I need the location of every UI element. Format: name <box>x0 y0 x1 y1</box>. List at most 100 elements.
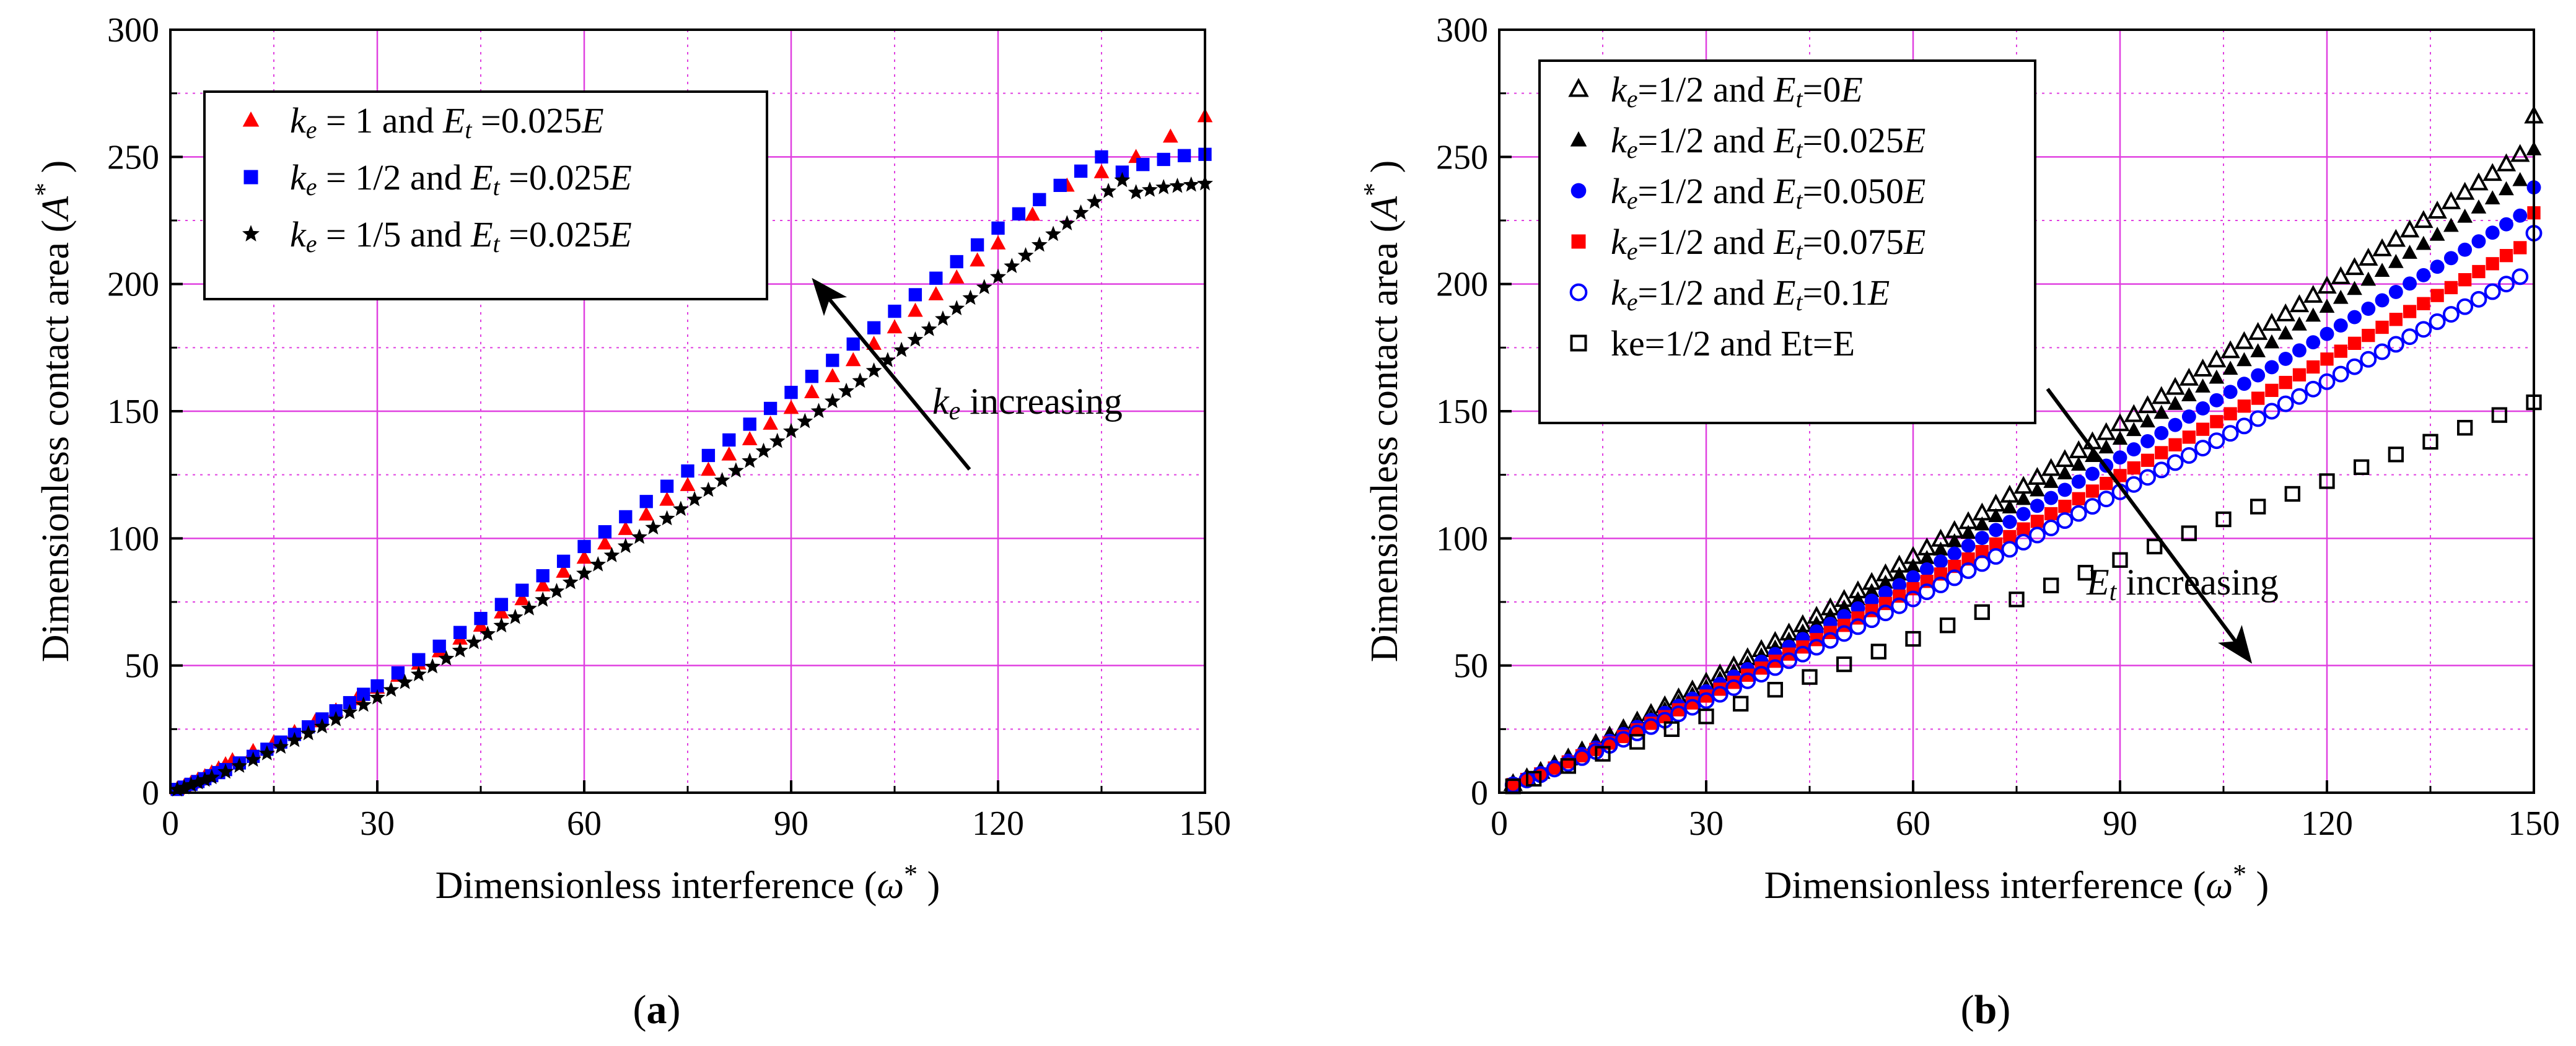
legend-marker <box>243 170 258 185</box>
data-point <box>1794 645 1812 663</box>
data-point <box>2112 552 2128 568</box>
data-point <box>2443 251 2458 266</box>
data-point <box>1932 577 1949 593</box>
data-point <box>2072 492 2085 505</box>
legend-marker <box>1571 183 1587 199</box>
data-point <box>2140 434 2155 448</box>
data-point <box>1741 668 1755 682</box>
data-point <box>2354 459 2370 476</box>
data-point <box>1987 548 2005 565</box>
data-point <box>935 310 951 326</box>
data-point <box>639 495 653 508</box>
data-point <box>2347 336 2362 351</box>
data-point <box>2207 349 2227 368</box>
data-point <box>1670 705 1687 723</box>
data-point <box>1031 236 1048 252</box>
data-point <box>2248 321 2268 340</box>
data-point <box>755 442 772 458</box>
data-point <box>2512 268 2529 285</box>
data-point <box>1074 164 1088 178</box>
data-point <box>2484 283 2501 300</box>
data-point <box>2016 507 2031 521</box>
chart-panel-b: 0 30 60 90 120 150 0 50 100 150 200 250 300 Dimension… <box>1358 11 2561 1032</box>
data-point <box>888 304 901 318</box>
data-point <box>742 452 758 468</box>
data-point <box>2030 499 2044 513</box>
data-point <box>638 506 654 521</box>
data-point <box>2250 410 2267 427</box>
data-point <box>2306 335 2321 350</box>
data-point <box>2235 417 2253 435</box>
data-point <box>2044 490 2059 505</box>
data-point <box>2236 352 2252 367</box>
y-tick-label: 100 <box>107 520 159 558</box>
data-point <box>2279 375 2292 390</box>
data-point <box>258 745 275 761</box>
data-point <box>2277 395 2294 412</box>
data-point <box>1849 618 1867 635</box>
data-point <box>2320 326 2334 341</box>
data-point <box>1629 725 1646 741</box>
data-point <box>2444 281 2458 295</box>
data-point <box>2180 447 2197 464</box>
data-point <box>2237 399 2251 413</box>
panel-caption: (b) <box>1961 987 2011 1032</box>
data-point <box>370 679 384 693</box>
data-point <box>2360 271 2377 286</box>
legend-label: ke = 1/2 and Et =0.025E <box>290 157 632 201</box>
data-point <box>908 288 922 302</box>
data-point <box>2499 181 2514 196</box>
data-point <box>2429 313 2446 330</box>
data-point <box>1934 554 1948 569</box>
data-point <box>2181 409 2196 424</box>
data-point <box>929 271 943 285</box>
data-point <box>1946 569 1963 586</box>
data-point <box>2070 505 2087 522</box>
y-axis-label: Dimensionless contact area (A* ) <box>1358 160 1406 662</box>
data-point <box>1988 508 2004 522</box>
data-point <box>2126 422 2142 437</box>
legend: ke = 1 and Et =0.025E ke = 1/2 and Et =0.… <box>203 90 768 300</box>
annotation-arrow <box>2046 388 2253 664</box>
data-point <box>2317 276 2337 294</box>
legend-label: ke=1/2 and Et=E <box>1611 323 1855 364</box>
series-4 <box>1506 206 2541 791</box>
x-tick-label: 60 <box>567 804 602 843</box>
x-tick-label: 0 <box>162 804 179 843</box>
data-point <box>2215 511 2232 528</box>
data-point <box>245 751 261 767</box>
data-point <box>1560 758 1576 774</box>
data-point <box>2513 208 2528 223</box>
data-point <box>1877 604 1894 622</box>
data-point <box>645 519 662 535</box>
y-tick-label: 0 <box>142 774 159 813</box>
data-point <box>2251 391 2265 405</box>
data-point <box>681 464 694 478</box>
data-point <box>2085 484 2100 498</box>
data-point <box>1850 591 1866 606</box>
data-point <box>659 491 675 506</box>
data-point <box>2085 448 2100 463</box>
data-point <box>1155 179 1172 194</box>
data-point <box>424 658 440 674</box>
data-point <box>1802 669 1818 685</box>
data-point <box>2399 219 2420 238</box>
legend-box <box>1538 59 2036 424</box>
data-point <box>2318 373 2336 390</box>
data-point <box>2154 425 2169 440</box>
data-point <box>1629 734 1645 750</box>
data-point <box>1727 676 1741 689</box>
data-point <box>680 477 696 491</box>
data-point <box>2499 217 2513 232</box>
data-point <box>2305 307 2321 322</box>
data-point <box>2250 499 2266 515</box>
data-point <box>2485 225 2500 240</box>
data-point <box>1072 204 1089 220</box>
data-point <box>438 650 455 666</box>
data-point <box>763 416 778 430</box>
legend-marker <box>1569 283 1588 302</box>
data-point <box>535 577 551 592</box>
data-point <box>2193 359 2213 377</box>
data-point <box>2360 351 2377 368</box>
data-point <box>2457 208 2473 223</box>
